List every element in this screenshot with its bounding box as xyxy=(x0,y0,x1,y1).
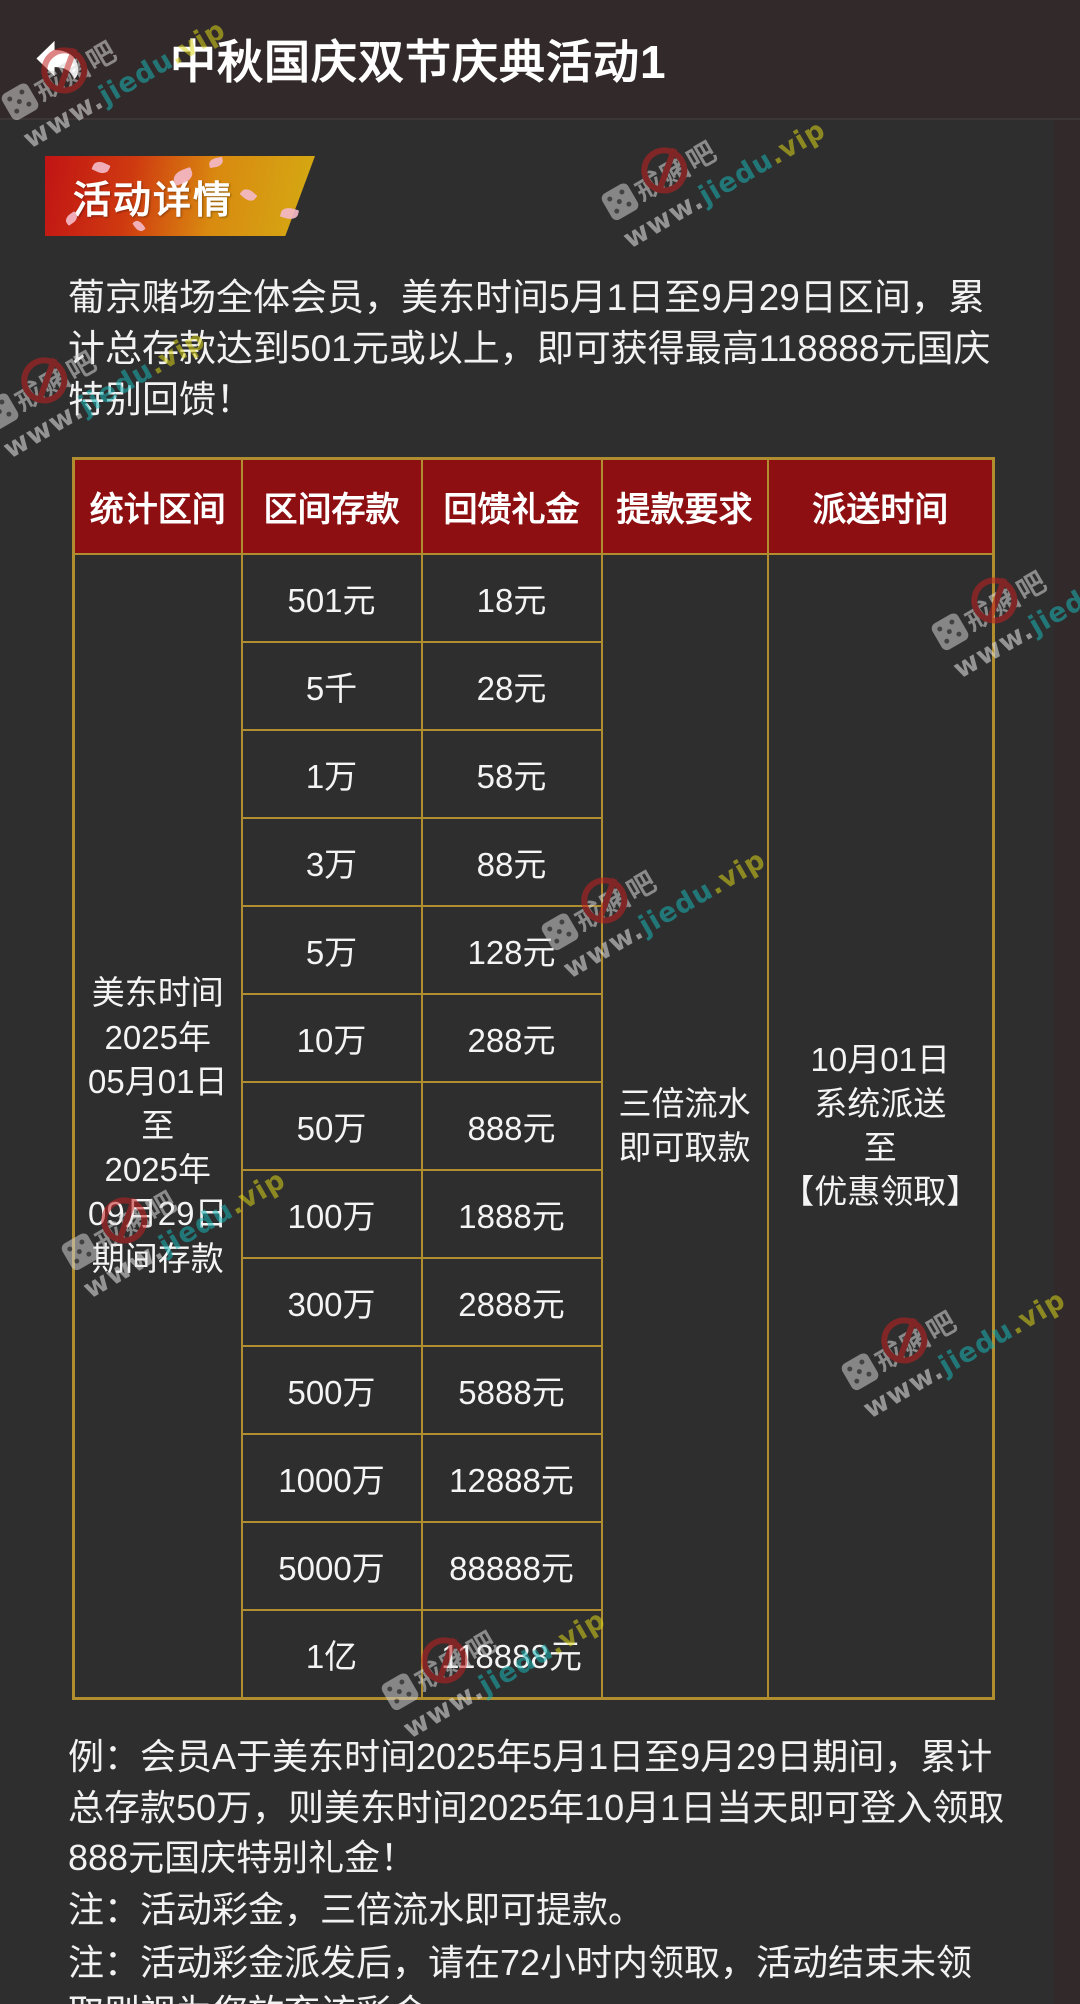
cell-bonus: 888元 xyxy=(420,1081,603,1172)
cell-bonus: 18元 xyxy=(420,553,603,644)
cell-bonus: 88元 xyxy=(420,817,603,908)
column-header-delivery: 派送时间 xyxy=(766,457,995,556)
cell-bonus: 12888元 xyxy=(420,1433,603,1524)
table-row: 50万 888元 xyxy=(74,1081,994,1172)
table-row: 5000万 88888元 xyxy=(74,1521,994,1612)
cell-bonus: 1888元 xyxy=(420,1169,603,1260)
table-row: 10万 288元 xyxy=(74,993,994,1084)
app-bar: 中秋国庆双节庆典活动1 xyxy=(0,0,1080,120)
promo-table: 统计区间 区间存款 回馈礼金 提款要求 派送时间 美东时间 2025年 05月0… xyxy=(72,457,995,1701)
column-header-bonus: 回馈礼金 xyxy=(420,457,603,556)
banner-ribbon: 活动详情 xyxy=(45,156,315,236)
cell-bonus: 128元 xyxy=(420,905,603,996)
cell-bonus: 118888元 xyxy=(420,1609,603,1700)
cell-withdraw-requirement: 三倍流水 即可取款 xyxy=(600,553,769,1700)
cell-deposit: 5万 xyxy=(240,905,423,996)
cell-bonus: 58元 xyxy=(420,729,603,820)
cell-deposit: 100万 xyxy=(240,1169,423,1260)
cell-deposit: 50万 xyxy=(240,1081,423,1172)
cell-deposit: 3万 xyxy=(240,817,423,908)
cell-bonus: 5888元 xyxy=(420,1345,603,1436)
cell-bonus: 2888元 xyxy=(420,1257,603,1348)
table-header-row: 统计区间 区间存款 回馈礼金 提款要求 派送时间 xyxy=(72,457,995,556)
banner-label: 活动详情 xyxy=(73,179,234,222)
column-header-deposit: 区间存款 xyxy=(240,457,423,556)
cell-deposit: 5000万 xyxy=(240,1521,423,1612)
note-example: 例：会员A于美东时间2025年5月1日至9月29日期间，累计总存款50万，则美东… xyxy=(68,1736,1005,1878)
table-row: 300万 2888元 xyxy=(74,1257,994,1348)
intro-paragraph: 葡京赌场全体会员，美东时间5月1日至9月29日区间，累计总存款达到501元或以上… xyxy=(68,277,991,421)
note-wager: 注：活动彩金，三倍流水即可提款。 xyxy=(68,1889,645,1931)
page-title: 中秋国庆双节庆典活动1 xyxy=(170,36,667,88)
cell-deposit: 10万 xyxy=(240,993,423,1084)
section-banner: 活动详情 xyxy=(45,156,315,236)
content-area: 活动详情 葡京赌场全体会员，美东时间5月1日至9月29日区间，累计总存款达到50… xyxy=(0,156,1054,2004)
table-row: 1万 58元 xyxy=(74,729,994,820)
table-row: 100万 1888元 xyxy=(74,1169,994,1260)
column-header-withdraw: 提款要求 xyxy=(600,457,769,556)
promo-table-wrapper: 统计区间 区间存款 回馈礼金 提款要求 派送时间 美东时间 2025年 05月0… xyxy=(72,457,995,1701)
cell-bonus: 88888元 xyxy=(420,1521,603,1612)
cell-delivery-time: 10月01日 系统派送 至 【优惠领取】 xyxy=(766,553,995,1700)
cell-statistic-period: 美东时间 2025年 05月01日 至 2025年 09月29日 期间存款 xyxy=(72,553,243,1700)
cell-deposit: 5千 xyxy=(240,641,423,732)
cell-deposit: 1000万 xyxy=(240,1433,423,1524)
back-button[interactable] xyxy=(0,0,120,119)
right-edge-strip xyxy=(1054,120,1080,2004)
table-row: 3万 88元 xyxy=(74,817,994,908)
cell-bonus: 288元 xyxy=(420,993,603,1084)
column-header-period: 统计区间 xyxy=(72,457,243,556)
cell-deposit: 1亿 xyxy=(240,1609,423,1700)
cell-deposit: 300万 xyxy=(240,1257,423,1348)
footer-notes: 例：会员A于美东时间2025年5月1日至9月29日期间，累计总存款50万，则美东… xyxy=(68,1732,1006,2004)
table-row: 500万 5888元 xyxy=(74,1345,994,1436)
table-row: 1000万 12888元 xyxy=(74,1433,994,1524)
cell-deposit: 1万 xyxy=(240,729,423,820)
cell-deposit: 501元 xyxy=(240,553,423,644)
note-claim: 注：活动彩金派发后，请在72小时内领取，活动结束未领取则视为您放弃该彩金。 xyxy=(68,1941,973,2004)
back-arrow-icon xyxy=(36,40,79,79)
table-row: 5千 28元 xyxy=(74,641,994,732)
table-row: 1亿 118888元 xyxy=(74,1609,994,1700)
table-row: 美东时间 2025年 05月01日 至 2025年 09月29日 期间存款 501… xyxy=(72,553,995,1700)
cell-deposit: 500万 xyxy=(240,1345,423,1436)
cell-bonus: 28元 xyxy=(420,641,603,732)
